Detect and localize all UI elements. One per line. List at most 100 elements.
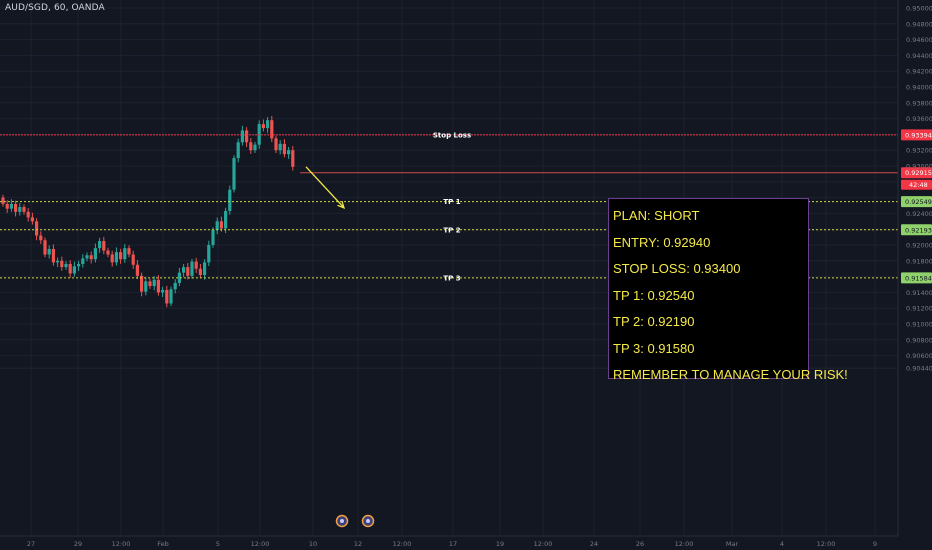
- candle-body: [282, 143, 286, 155]
- forecast-arrow-line: [305, 166, 345, 209]
- y-tick-label: 0.93000: [906, 163, 932, 171]
- candle-body: [85, 255, 89, 259]
- y-tick-label: 0.91800: [906, 257, 932, 265]
- y-tick-label: 0.94000: [906, 84, 932, 92]
- y-tick-label: 0.94600: [906, 36, 932, 44]
- candle-body: [287, 150, 291, 155]
- forecast-arrow: [305, 166, 346, 209]
- event-marker-dot: [366, 519, 370, 523]
- level-price-tag-label: 0.91584: [905, 274, 932, 282]
- candle-body: [135, 264, 139, 276]
- x-tick-label: 24: [590, 540, 598, 548]
- countdown-label: 42:48: [909, 181, 928, 189]
- candle-body: [43, 240, 47, 255]
- candle-body: [165, 290, 169, 304]
- candle-body: [169, 289, 173, 304]
- x-tick-label: 12:00: [817, 540, 836, 548]
- level-price-tag: [901, 196, 932, 208]
- y-tick-label: 0.90800: [906, 336, 932, 344]
- candle-body: [77, 263, 81, 267]
- y-tick-label: 0.90600: [906, 352, 932, 360]
- x-tick-label: 12:00: [251, 540, 270, 548]
- candle-body: [131, 254, 135, 265]
- x-tick-label: 5: [216, 540, 220, 548]
- x-tick-label: 12:00: [675, 540, 694, 548]
- candle-body: [127, 248, 131, 255]
- candle-body: [123, 248, 127, 260]
- plan-line: STOP LOSS: 0.93400: [613, 261, 741, 276]
- candle-body: [240, 130, 244, 143]
- candle-body: [35, 221, 39, 236]
- plan-line: REMEMBER TO MANAGE YOUR RISK!: [613, 367, 848, 382]
- candle-body: [1, 197, 5, 204]
- candle-body: [266, 120, 270, 129]
- y-tick-label: 0.94800: [906, 20, 932, 28]
- candle-body: [148, 281, 152, 287]
- candle-body: [278, 143, 282, 151]
- candle-body: [93, 248, 97, 260]
- level-price-tag-label: 0.92193: [905, 226, 932, 234]
- trade-plan-box: PLAN: SHORT ENTRY: 0.92940 STOP LOSS: 0.…: [608, 198, 848, 382]
- candle-body: [291, 150, 295, 167]
- candle-body: [98, 241, 102, 249]
- candle-body: [198, 268, 202, 276]
- candle-body: [47, 248, 51, 255]
- candle-body: [30, 217, 34, 222]
- candle-body: [119, 252, 123, 260]
- take-profit-label: TP 1: [443, 198, 460, 206]
- x-tick-label: Feb: [157, 540, 169, 548]
- level-price-tag-label: 0.93394: [905, 131, 932, 139]
- x-tick-label: 4: [780, 540, 784, 548]
- x-tick-label: 12:00: [534, 540, 553, 548]
- price-axis[interactable]: 0.95000 0.94800 0.94600 0.94400 0.94200 0.940…: [897, 0, 932, 536]
- candle-body: [22, 207, 26, 212]
- x-tick-label: 27: [27, 540, 35, 548]
- x-tick-label: 12:00: [393, 540, 412, 548]
- candle-body: [194, 261, 198, 269]
- time-axis[interactable]: 27 29 12:00 Feb 5 12:00 10 12 12:00 17 19 12:00 24 26…: [0, 535, 898, 548]
- candle-body: [224, 211, 228, 229]
- y-tick-label: 0.90440: [906, 365, 932, 373]
- last-price-tag-label: 0.92915: [905, 169, 932, 177]
- candle-body: [140, 275, 144, 292]
- x-tick-label: 12:00: [112, 540, 131, 548]
- candle-body: [245, 130, 249, 143]
- x-tick-label: 29: [74, 540, 82, 548]
- candle-body: [60, 260, 64, 268]
- x-tick-label: 17: [449, 540, 457, 548]
- candle-body: [144, 281, 148, 292]
- candle-body: [81, 258, 85, 264]
- x-tick-label: 10: [309, 540, 317, 548]
- symbol-legend: AUD/SGD, 60, OANDA: [5, 3, 105, 13]
- plan-line: PLAN: SHORT: [613, 208, 700, 223]
- candle-body: [39, 235, 43, 241]
- candle-body: [56, 260, 60, 263]
- candle-body: [190, 261, 194, 276]
- candle-body: [18, 207, 22, 212]
- y-tick-label: 0.94400: [906, 52, 932, 60]
- candle-body: [249, 142, 253, 151]
- x-tick-label: Mar: [726, 540, 739, 548]
- plan-line: TP 1: 0.92540: [613, 287, 695, 303]
- candle-body: [253, 144, 257, 151]
- event-markers[interactable]: [335, 514, 375, 528]
- take-profit-label: TP 3: [443, 274, 460, 282]
- candle-body: [51, 248, 55, 263]
- y-tick-label: 0.94200: [906, 68, 932, 76]
- y-tick-label: 0.93600: [906, 115, 932, 123]
- candle-body: [236, 142, 240, 159]
- candle-body: [72, 266, 76, 274]
- candle-body: [106, 250, 110, 255]
- candle-body: [89, 255, 93, 260]
- candle-body: [207, 245, 211, 263]
- countdown-tag: [901, 179, 932, 190]
- level-price-tag: [901, 129, 932, 141]
- x-tick-label: 19: [496, 540, 504, 548]
- candle-body: [228, 189, 232, 212]
- plan-line: ENTRY: 0.92940: [613, 234, 711, 250]
- y-tick-label: 0.92400: [906, 210, 932, 218]
- plan-line: TP 2: 0.92190: [613, 314, 695, 329]
- candle-body: [274, 138, 278, 151]
- candle-body: [215, 221, 219, 230]
